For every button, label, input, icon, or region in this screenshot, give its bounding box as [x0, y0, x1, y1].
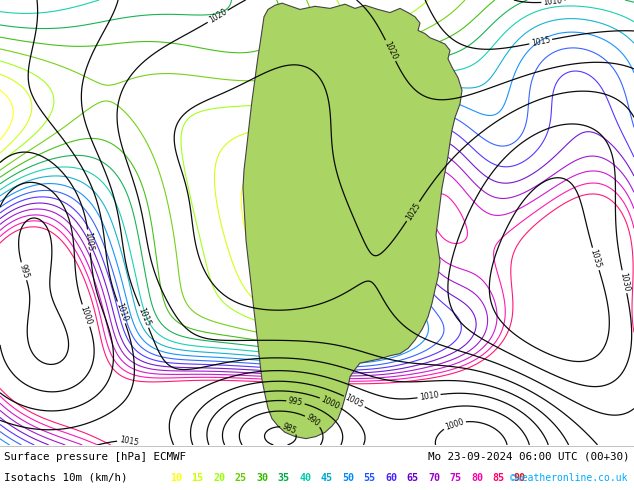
Text: 1000: 1000: [320, 394, 341, 411]
Text: 75: 75: [450, 473, 462, 483]
Text: 15: 15: [191, 473, 204, 483]
Text: 1030: 1030: [618, 271, 631, 292]
Text: 40: 40: [299, 473, 311, 483]
Text: 1005: 1005: [84, 231, 94, 251]
Text: 1000: 1000: [79, 305, 93, 326]
Text: 55: 55: [363, 473, 375, 483]
Text: 1010: 1010: [114, 302, 129, 323]
Polygon shape: [243, 3, 462, 439]
Text: 35: 35: [278, 473, 290, 483]
Text: 10: 10: [170, 473, 182, 483]
Text: ©weatheronline.co.uk: ©weatheronline.co.uk: [510, 473, 628, 483]
Text: 45: 45: [321, 473, 332, 483]
Text: 1035: 1035: [589, 248, 603, 270]
Text: 1015: 1015: [119, 435, 139, 448]
Text: 20: 20: [213, 473, 225, 483]
Text: 995: 995: [288, 396, 304, 408]
Text: 995: 995: [17, 263, 30, 280]
Text: 1015: 1015: [531, 35, 551, 48]
Text: Isotachs 10m (km/h): Isotachs 10m (km/h): [4, 473, 127, 483]
Text: Surface pressure [hPa] ECMWF: Surface pressure [hPa] ECMWF: [4, 452, 186, 462]
Text: 90: 90: [514, 473, 526, 483]
Text: 1010: 1010: [543, 0, 563, 7]
Text: 30: 30: [256, 473, 268, 483]
Text: 990: 990: [304, 413, 321, 429]
Text: 1000: 1000: [444, 416, 465, 431]
Text: 80: 80: [471, 473, 483, 483]
Text: 25: 25: [235, 473, 247, 483]
Text: 50: 50: [342, 473, 354, 483]
Text: Mo 23-09-2024 06:00 UTC (00+30): Mo 23-09-2024 06:00 UTC (00+30): [429, 452, 630, 462]
Text: 1025: 1025: [404, 201, 422, 222]
Text: 85: 85: [493, 473, 505, 483]
Text: 985: 985: [281, 421, 297, 436]
Text: 1020: 1020: [382, 40, 399, 61]
Text: 65: 65: [406, 473, 418, 483]
Text: 60: 60: [385, 473, 397, 483]
Text: 1005: 1005: [344, 393, 365, 410]
Text: 70: 70: [428, 473, 440, 483]
Text: 1020: 1020: [207, 7, 228, 25]
Text: 1015: 1015: [136, 306, 152, 327]
Text: 1010: 1010: [419, 390, 439, 402]
